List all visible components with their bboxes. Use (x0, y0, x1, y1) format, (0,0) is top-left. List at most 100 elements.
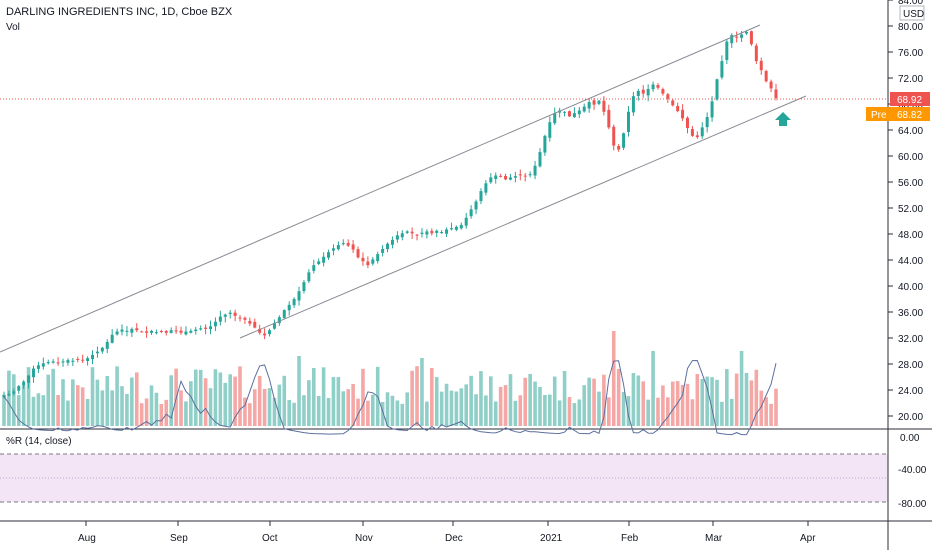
volume-bar (292, 402, 296, 426)
volume-bar (469, 375, 473, 426)
candle-body (597, 100, 601, 104)
volume-bar (233, 376, 237, 426)
candle-body (651, 84, 655, 90)
candle-body (248, 320, 252, 324)
candle-body (538, 152, 542, 167)
price-tick-label: 40.00 (898, 282, 923, 293)
volume-bar (248, 403, 252, 426)
candle-body (518, 174, 522, 176)
candle-body (115, 331, 119, 335)
volume-bar (90, 367, 95, 426)
volume-bar (16, 395, 21, 426)
candle-body (636, 91, 640, 96)
candle-body (587, 102, 591, 109)
candle-body (327, 252, 331, 258)
price-tick-label: 48.00 (898, 230, 923, 241)
volume-bar (130, 377, 134, 426)
volume-bar (144, 398, 149, 426)
candle-body (494, 175, 498, 179)
volume-bar (149, 385, 154, 426)
volume-bar (425, 401, 429, 426)
candle-body (425, 231, 429, 235)
volume-bar (439, 391, 444, 426)
volume-bar (169, 375, 173, 426)
volume-bar (71, 379, 75, 426)
wr-tick-minus80: -80.00 (898, 499, 927, 510)
last-price-badge (890, 92, 930, 106)
candle-body (410, 231, 414, 234)
volume-bar (641, 381, 646, 426)
candle-body (710, 101, 714, 118)
volume-bars (2, 331, 778, 426)
currency-badge[interactable] (899, 5, 925, 21)
candle-body (400, 233, 404, 238)
time-tick-label: Mar (705, 533, 723, 544)
volume-bar (395, 400, 400, 426)
candle-body (666, 94, 670, 99)
candle-body (631, 96, 635, 113)
candle-body (454, 226, 458, 230)
candle-body (508, 177, 512, 180)
candle-body (764, 71, 768, 82)
volume-bar (572, 403, 577, 426)
volume-bar (213, 369, 218, 426)
volume-bar (80, 387, 85, 426)
volume-bar (179, 390, 183, 426)
volume-bar (479, 371, 483, 426)
candle-body (317, 261, 321, 265)
volume-bar (252, 389, 257, 426)
candle-body (415, 234, 419, 236)
candle-body (297, 291, 301, 301)
candle-body (292, 299, 296, 306)
volume-bar (715, 379, 719, 426)
candle-body (76, 358, 80, 360)
volume-bar (31, 396, 36, 426)
volume-bar (262, 388, 267, 426)
volume-bar (257, 375, 262, 426)
volume-bar (518, 395, 523, 426)
volume-bar (597, 391, 601, 426)
candle-body (371, 259, 375, 264)
candle-body (548, 122, 552, 138)
volume-bar (577, 399, 582, 426)
prev-close-value: 68.82 (897, 110, 922, 121)
volume-bar (184, 401, 188, 426)
candle-body (730, 35, 734, 44)
volume-bar (361, 368, 365, 426)
candle-body (287, 304, 291, 311)
candle-body (341, 243, 345, 245)
indicator-legend[interactable]: %R (14, close) (6, 436, 72, 447)
candle-body (474, 201, 478, 210)
volume-bar (154, 392, 159, 426)
volume-bar (493, 401, 498, 426)
volume-bar (336, 377, 341, 426)
candle-body (22, 381, 26, 386)
volume-bar (272, 397, 277, 426)
volume-bar (75, 385, 80, 426)
volume-bar (631, 373, 636, 426)
candle-body (154, 332, 158, 334)
candle-body (272, 323, 276, 329)
candle-body (661, 89, 665, 94)
volume-bar (311, 368, 316, 426)
candle-body (331, 248, 335, 251)
volume-bar (759, 390, 764, 426)
volume-bar (744, 372, 749, 426)
volume-bar (484, 395, 488, 426)
time-tick-label: Feb (621, 533, 639, 544)
volume-bar (238, 366, 242, 426)
trend-channel (0, 24, 807, 353)
candle-body (282, 310, 286, 318)
volume-bar (739, 351, 744, 426)
volume-bar (557, 400, 562, 426)
volume-bar (774, 388, 778, 426)
symbol-title[interactable]: DARLING INGREDIENTS INC, 1D, Cboe BZX (6, 6, 233, 18)
candle-body (420, 232, 424, 234)
volume-legend[interactable]: Vol (6, 22, 20, 33)
candle-body (572, 113, 576, 118)
candle-body (592, 100, 596, 105)
volume-bar (189, 381, 193, 426)
volume-bar (61, 379, 65, 426)
volume-bar (159, 403, 164, 426)
